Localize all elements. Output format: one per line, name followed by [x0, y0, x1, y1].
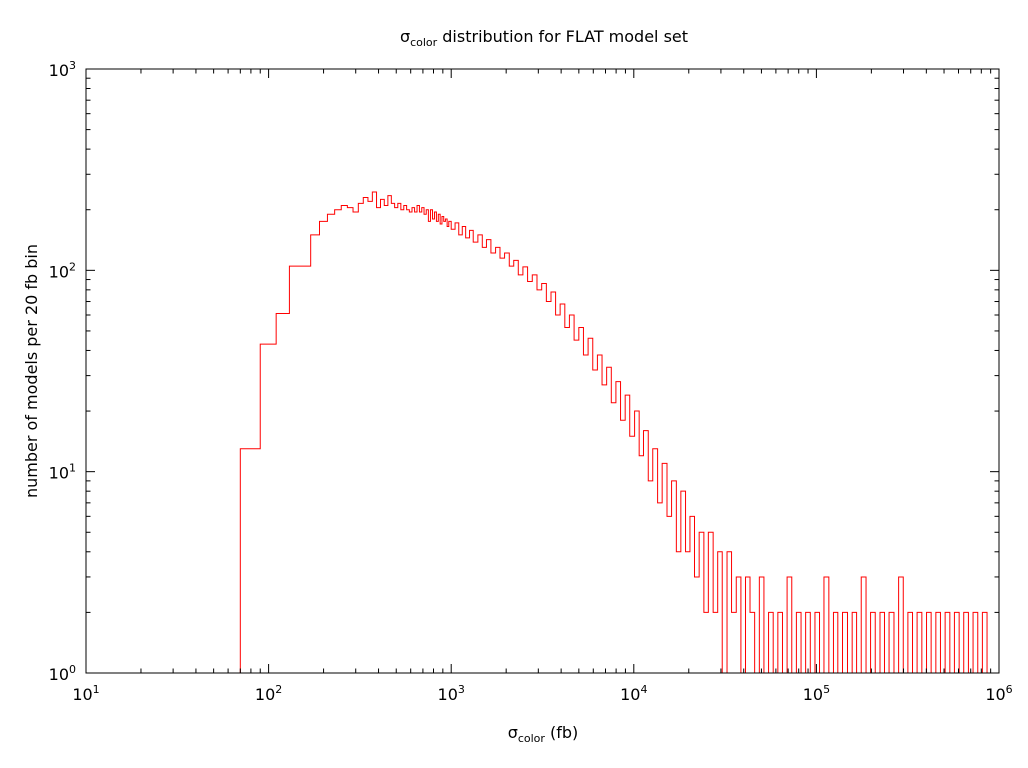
x-tick-label: 106 [985, 683, 1012, 704]
chart-title-subscript: color [410, 36, 438, 49]
plot-layer [239, 191, 988, 674]
x-axis-label-subscript: color [518, 732, 546, 745]
y-axis-label: number of models per 20 fb bin [22, 244, 41, 498]
x-tick-label: 104 [620, 683, 647, 704]
plot-frame [85, 68, 1000, 674]
y-tick-label: 103 [49, 59, 76, 80]
x-tick-label: 101 [72, 683, 99, 704]
x-axis-label: σcolor (fb) [508, 723, 579, 745]
histogram-series-line [239, 191, 988, 674]
y-tick-label: 101 [49, 462, 76, 483]
x-tick-label: 103 [438, 683, 465, 704]
y-tick-label: 102 [49, 260, 76, 281]
y-tick-label: 100 [49, 663, 76, 684]
x-tick-label: 105 [803, 683, 830, 704]
x-tick-label: 102 [255, 683, 282, 704]
chart-title: σcolor distribution for FLAT model set [400, 27, 688, 49]
